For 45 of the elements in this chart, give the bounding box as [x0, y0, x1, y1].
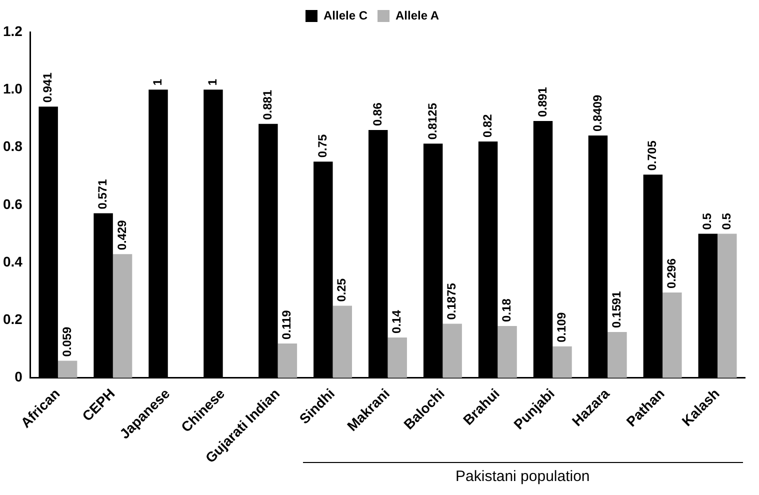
- bar: [278, 344, 298, 378]
- y-tick-label: 1.2: [2, 22, 23, 39]
- y-tick-label: 0: [14, 368, 23, 385]
- bar: [498, 326, 517, 378]
- data-label: 0.86: [370, 102, 384, 126]
- y-tick-label: 0.6: [2, 196, 23, 212]
- data-label: 0.891: [535, 86, 550, 118]
- data-label: 0.705: [645, 140, 660, 171]
- bar: [332, 306, 352, 378]
- data-label: 0.119: [280, 310, 294, 340]
- data-label: 0.14: [390, 310, 404, 334]
- data-label: 0.5: [719, 212, 734, 230]
- y-tick-label: 0.8: [2, 138, 23, 154]
- data-label: 0.109: [554, 312, 569, 342]
- bar: [58, 360, 78, 378]
- legend-label: Allele C: [323, 8, 368, 22]
- data-label: 0.941: [40, 72, 55, 103]
- data-label: 0.8125: [425, 102, 440, 140]
- bar: [442, 324, 462, 378]
- bar: [718, 234, 737, 378]
- data-label: 0.296: [664, 258, 678, 289]
- data-label: 0.82: [480, 114, 494, 138]
- data-label: 0.18: [500, 298, 514, 322]
- data-label: 0.571: [96, 178, 110, 210]
- data-label: 1: [150, 78, 165, 86]
- bar: [112, 254, 132, 378]
- data-label: 0.429: [114, 220, 129, 250]
- bar: [552, 346, 572, 378]
- text: Pakistani population: [456, 468, 590, 485]
- data-label: 0.1591: [610, 290, 624, 328]
- y-tick-label: 1.0: [2, 80, 23, 96]
- data-label: 0.75: [315, 134, 330, 158]
- legend-label: Allele A: [396, 8, 440, 22]
- data-label: 0.1875: [444, 282, 459, 320]
- data-label: 0.5: [700, 212, 714, 230]
- data-label: 0.8409: [590, 94, 604, 132]
- y-tick-label: 0.2: [2, 311, 23, 328]
- bar: [388, 337, 407, 378]
- bar: [662, 292, 682, 378]
- bar: [608, 332, 627, 378]
- data-label: 1: [206, 78, 220, 86]
- y-tick-label: 0.4: [2, 253, 23, 270]
- data-label: 0.059: [60, 326, 74, 357]
- data-label: 0.25: [334, 278, 349, 302]
- data-label: 0.881: [260, 90, 274, 120]
